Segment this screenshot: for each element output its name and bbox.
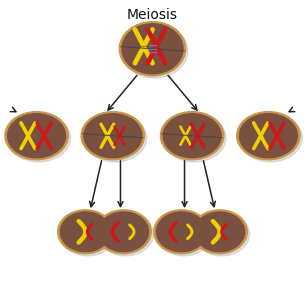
Ellipse shape [99, 212, 149, 252]
Ellipse shape [121, 24, 188, 78]
Ellipse shape [119, 22, 186, 76]
Ellipse shape [7, 114, 70, 162]
Ellipse shape [83, 114, 147, 162]
Ellipse shape [122, 24, 183, 74]
Ellipse shape [154, 210, 209, 254]
Ellipse shape [239, 114, 297, 158]
Ellipse shape [156, 212, 206, 252]
Ellipse shape [237, 112, 300, 160]
Ellipse shape [5, 112, 68, 160]
Ellipse shape [163, 114, 221, 158]
Ellipse shape [163, 114, 226, 162]
Ellipse shape [84, 114, 142, 158]
Ellipse shape [58, 210, 113, 254]
Ellipse shape [195, 212, 245, 252]
Ellipse shape [192, 210, 247, 254]
Ellipse shape [81, 112, 145, 160]
Ellipse shape [60, 212, 110, 252]
Ellipse shape [98, 212, 153, 256]
Ellipse shape [156, 212, 211, 256]
Ellipse shape [60, 212, 115, 256]
Ellipse shape [160, 112, 224, 160]
Ellipse shape [8, 114, 66, 158]
Ellipse shape [239, 114, 302, 162]
Ellipse shape [194, 212, 249, 256]
Ellipse shape [96, 210, 151, 254]
Text: Meiosis: Meiosis [127, 8, 178, 22]
